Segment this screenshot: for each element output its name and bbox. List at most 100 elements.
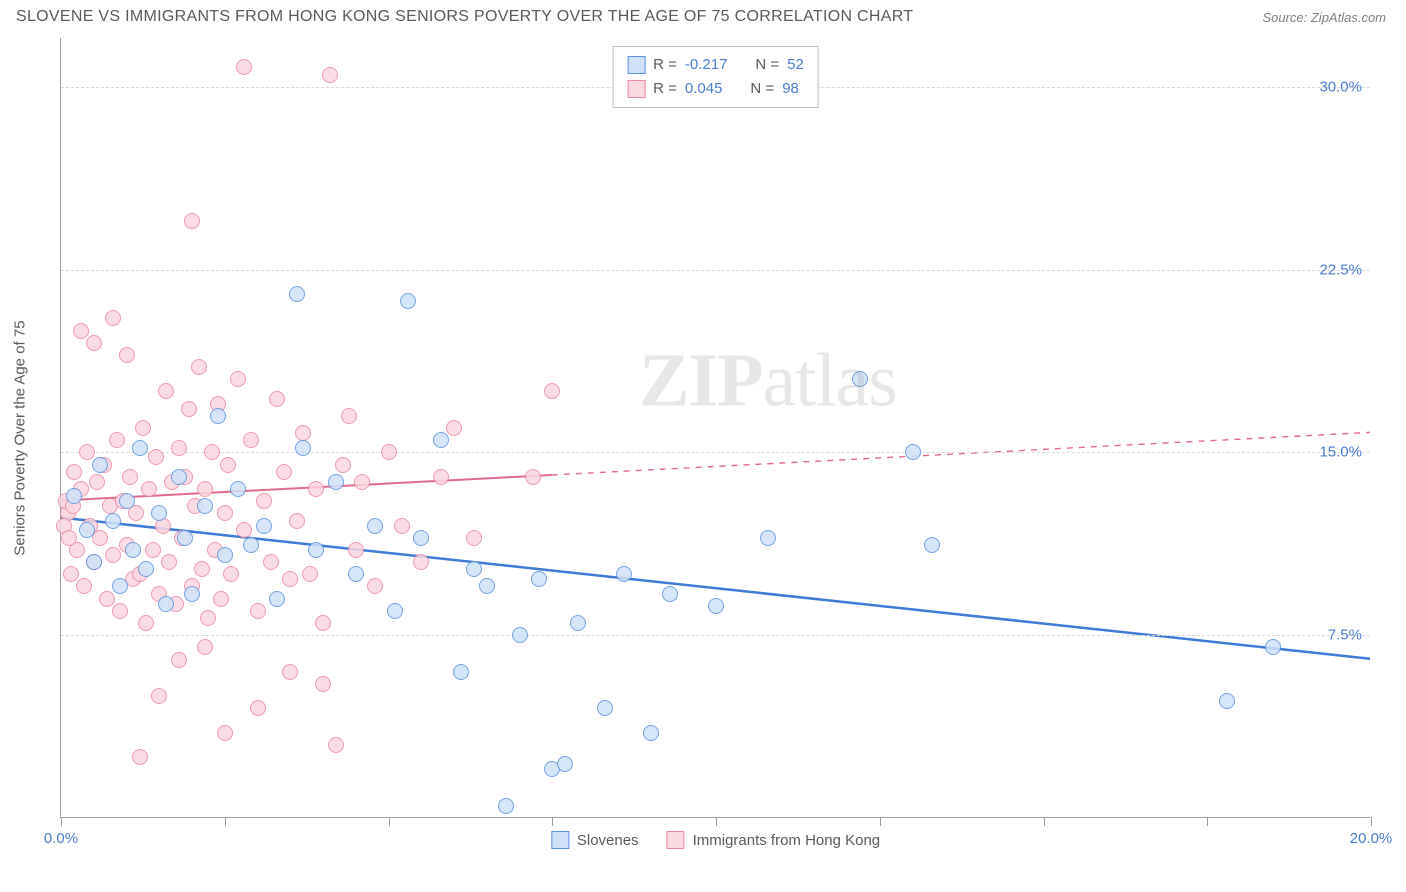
scatter-point: [387, 603, 403, 619]
scatter-point: [236, 522, 252, 538]
legend-swatch: [627, 56, 645, 74]
scatter-point: [138, 561, 154, 577]
scatter-point: [256, 518, 272, 534]
chart-container: Seniors Poverty Over the Age of 75 ZIPat…: [50, 38, 1390, 838]
scatter-point: [236, 59, 252, 75]
scatter-point: [570, 615, 586, 631]
scatter-point: [194, 561, 210, 577]
scatter-point: [79, 444, 95, 460]
scatter-point: [433, 432, 449, 448]
scatter-point: [341, 408, 357, 424]
scatter-point: [92, 457, 108, 473]
legend-series: SlovenesImmigrants from Hong Kong: [551, 831, 880, 849]
y-tick-label: 15.0%: [1319, 444, 1362, 461]
scatter-point: [289, 513, 305, 529]
y-tick-label: 7.5%: [1328, 627, 1362, 644]
scatter-point: [63, 566, 79, 582]
x-tick: [1371, 817, 1372, 826]
scatter-point: [1265, 639, 1281, 655]
watermark-zip: ZIP: [639, 338, 763, 422]
legend-n-label: N =: [755, 53, 779, 77]
scatter-point: [132, 440, 148, 456]
scatter-point: [557, 756, 573, 772]
scatter-point: [230, 371, 246, 387]
legend-n-label: N =: [750, 77, 774, 101]
scatter-point: [256, 493, 272, 509]
legend-stats: R = -0.217N = 52R = 0.045N = 98: [612, 46, 819, 108]
scatter-point: [597, 700, 613, 716]
scatter-point: [197, 481, 213, 497]
x-tick: [880, 817, 881, 826]
scatter-point: [525, 469, 541, 485]
scatter-point: [269, 591, 285, 607]
scatter-point: [99, 591, 115, 607]
scatter-point: [263, 554, 279, 570]
scatter-point: [315, 615, 331, 631]
scatter-point: [184, 586, 200, 602]
scatter-point: [1219, 693, 1235, 709]
x-tick-label: 20.0%: [1350, 830, 1393, 847]
legend-swatch: [627, 80, 645, 98]
scatter-point: [394, 518, 410, 534]
scatter-point: [243, 432, 259, 448]
scatter-point: [76, 578, 92, 594]
scatter-point: [158, 383, 174, 399]
scatter-point: [348, 566, 364, 582]
scatter-point: [328, 737, 344, 753]
scatter-point: [308, 481, 324, 497]
x-tick: [61, 817, 62, 826]
y-axis-label: Seniors Poverty Over the Age of 75: [12, 320, 29, 555]
chart-title: SLOVENE VS IMMIGRANTS FROM HONG KONG SEN…: [16, 8, 913, 26]
scatter-point: [282, 664, 298, 680]
scatter-point: [105, 513, 121, 529]
scatter-point: [289, 286, 305, 302]
scatter-point: [200, 610, 216, 626]
scatter-point: [466, 530, 482, 546]
scatter-point: [328, 474, 344, 490]
scatter-point: [348, 542, 364, 558]
legend-r-value: 0.045: [685, 77, 723, 101]
scatter-point: [119, 493, 135, 509]
scatter-point: [217, 505, 233, 521]
scatter-point: [295, 425, 311, 441]
legend-series-item: Slovenes: [551, 831, 639, 849]
scatter-point: [122, 469, 138, 485]
scatter-point: [132, 749, 148, 765]
scatter-point: [544, 383, 560, 399]
legend-series-label: Slovenes: [577, 832, 639, 849]
scatter-point: [512, 627, 528, 643]
scatter-point: [760, 530, 776, 546]
scatter-point: [230, 481, 246, 497]
scatter-point: [181, 401, 197, 417]
scatter-point: [125, 542, 141, 558]
scatter-point: [498, 798, 514, 814]
scatter-point: [86, 335, 102, 351]
scatter-point: [112, 603, 128, 619]
legend-swatch: [551, 831, 569, 849]
scatter-point: [250, 700, 266, 716]
scatter-point: [151, 505, 167, 521]
scatter-point: [184, 213, 200, 229]
scatter-point: [662, 586, 678, 602]
scatter-point: [148, 449, 164, 465]
legend-stats-row: R = 0.045 N = 98: [627, 77, 804, 101]
scatter-point: [531, 571, 547, 587]
x-tick-label: 0.0%: [44, 830, 78, 847]
scatter-point: [161, 554, 177, 570]
legend-r-label: R =: [653, 77, 677, 101]
scatter-point: [367, 518, 383, 534]
legend-r-label: R =: [653, 53, 677, 77]
scatter-point: [315, 676, 331, 692]
scatter-point: [73, 323, 89, 339]
scatter-point: [308, 542, 324, 558]
scatter-point: [413, 554, 429, 570]
legend-n-value: 98: [782, 77, 799, 101]
scatter-point: [86, 554, 102, 570]
scatter-point: [220, 457, 236, 473]
gridline-h: [61, 270, 1370, 271]
scatter-point: [354, 474, 370, 490]
scatter-point: [112, 578, 128, 594]
scatter-point: [158, 596, 174, 612]
x-tick: [716, 817, 717, 826]
scatter-point: [191, 359, 207, 375]
